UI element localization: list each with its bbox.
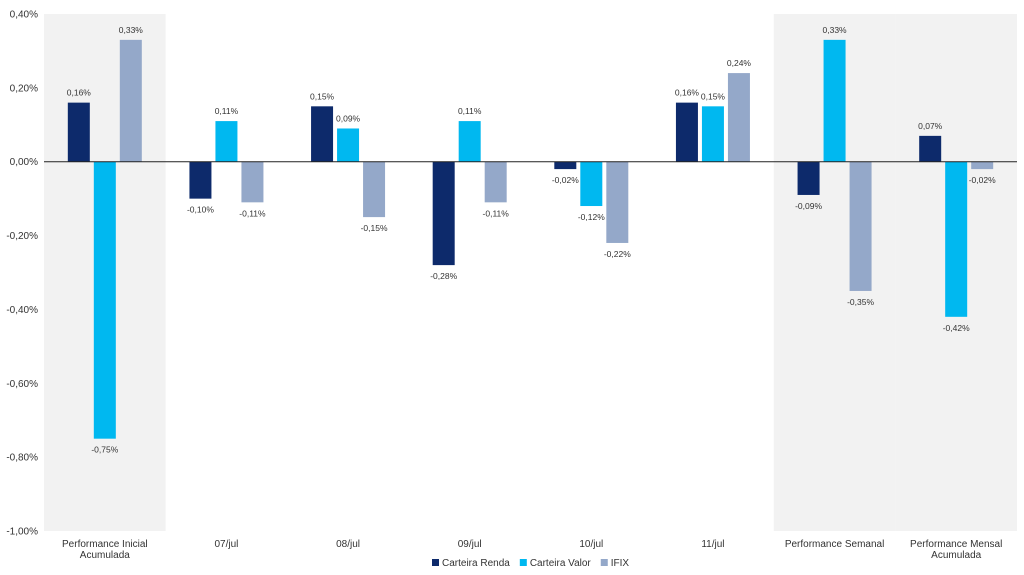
data-label: -0,75% <box>91 445 118 455</box>
data-label: 0,33% <box>119 25 144 35</box>
bar <box>119 39 142 162</box>
data-label: 0,15% <box>701 91 726 101</box>
bar <box>93 161 116 439</box>
data-label: -0,15% <box>361 223 388 233</box>
data-label: 0,33% <box>823 25 848 35</box>
legend-swatch <box>600 559 608 566</box>
data-label: 0,24% <box>727 58 752 68</box>
data-label: 0,07% <box>918 121 943 131</box>
data-label: -0,02% <box>552 175 579 185</box>
data-label: 0,09% <box>336 113 361 123</box>
bar <box>945 161 968 317</box>
bar <box>484 161 507 203</box>
bar <box>311 106 334 162</box>
bar <box>971 161 994 170</box>
data-label: 0,15% <box>310 91 335 101</box>
bar <box>215 121 238 162</box>
data-label: -0,35% <box>847 297 874 307</box>
data-label: 0,11% <box>215 106 239 116</box>
legend-swatch <box>519 559 527 566</box>
legend-label: IFIX <box>611 558 630 569</box>
data-label: -0,11% <box>239 208 266 218</box>
data-label: -0,12% <box>578 212 605 222</box>
bars <box>67 39 994 439</box>
data-label: 0,16% <box>675 88 700 98</box>
category-label: Performance Semanal <box>785 539 885 550</box>
y-axis: 0,40% 0,20% 0,00% -0,20% -0,40% -0,60% -0,80% -… <box>6 10 38 538</box>
y-tick-label: 0,20% <box>10 83 38 94</box>
bar <box>727 73 750 162</box>
y-tick-label: -0,60% <box>6 379 38 390</box>
bar <box>432 161 455 266</box>
bar <box>337 128 360 162</box>
bar <box>241 161 264 203</box>
y-tick-label: -1,00% <box>6 527 38 538</box>
bar <box>554 161 577 170</box>
category-label: 08/jul <box>336 539 360 550</box>
category-label: 10/jul <box>579 539 603 550</box>
category-label: Performance Inicial Acumulada <box>62 539 148 561</box>
data-label: -0,11% <box>483 208 510 218</box>
y-tick-label: 0,00% <box>10 157 38 168</box>
x-axis-categories: Performance Inicial Acumulada 07/jul 08/jul… <box>62 539 1002 561</box>
y-tick-label: -0,20% <box>6 231 38 242</box>
legend: Carteira Renda Carteira Valor IFIX <box>432 558 629 569</box>
category-label: 11/jul <box>701 539 724 550</box>
bar <box>675 102 698 162</box>
y-tick-label: -0,40% <box>6 305 38 316</box>
legend-swatch <box>432 559 439 566</box>
bar <box>189 161 212 199</box>
data-label: -0,22% <box>604 249 631 259</box>
data-label: -0,09% <box>795 201 822 211</box>
data-label: -0,02% <box>969 175 996 185</box>
category-label: Performance Mensal Acumulada <box>910 539 1002 561</box>
legend-label: Carteira Valor <box>530 558 592 569</box>
data-label: -0,28% <box>430 271 457 281</box>
bar <box>701 106 724 162</box>
bar <box>849 161 872 291</box>
bar <box>580 161 603 207</box>
y-tick-label: -0,80% <box>6 453 38 464</box>
bar <box>606 161 629 243</box>
bar <box>797 161 820 195</box>
data-label: -0,42% <box>943 323 970 333</box>
category-label: 09/jul <box>458 539 482 550</box>
data-label: -0,10% <box>187 205 214 215</box>
data-label: 0,11% <box>458 106 482 116</box>
bar <box>919 135 942 162</box>
category-label: 07/jul <box>214 539 238 550</box>
bar <box>458 121 481 162</box>
bar <box>363 161 386 218</box>
data-label: 0,16% <box>67 88 92 98</box>
data-labels: 0,16% -0,10% 0,15% -0,28% -0,02% 0,16% -0,09% 0… <box>67 25 996 455</box>
legend-label: Carteira Renda <box>442 558 510 569</box>
bar <box>823 39 846 162</box>
bar <box>67 102 90 162</box>
y-tick-label: 0,40% <box>10 10 38 21</box>
